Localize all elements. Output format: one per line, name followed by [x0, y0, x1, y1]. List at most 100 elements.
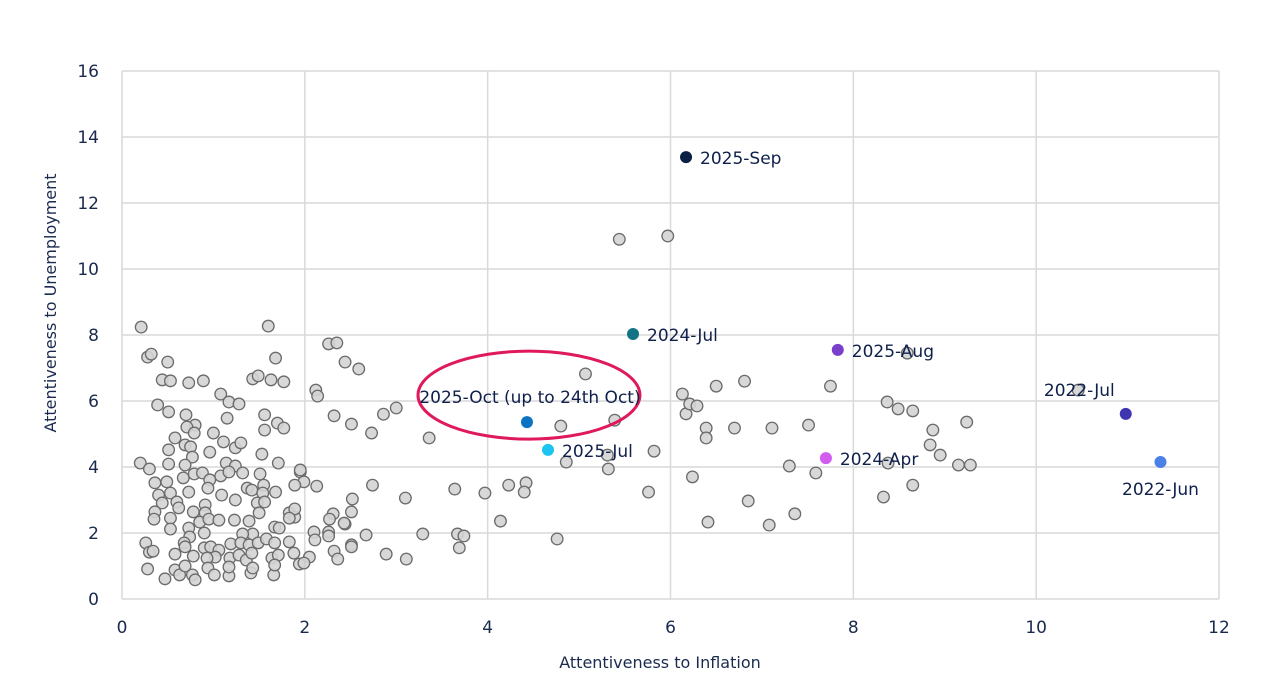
- data-point: [255, 447, 269, 461]
- data-point: [478, 486, 492, 500]
- data-point: [142, 462, 156, 476]
- data-point: [160, 475, 174, 489]
- data-point: [877, 490, 890, 504]
- data-point: [891, 402, 905, 416]
- data-point: [422, 431, 436, 445]
- data-point: [448, 482, 462, 496]
- point-label: 2024-Jul: [647, 326, 718, 346]
- grey-points: [133, 229, 1085, 587]
- point-label: 2025-Oct (up to 24th Oct): [419, 388, 640, 408]
- data-point: [215, 488, 229, 502]
- highlight-point: [1119, 407, 1132, 420]
- data-point: [345, 540, 358, 554]
- data-point: [155, 496, 169, 510]
- data-point: [251, 369, 265, 383]
- y-tick-label: 16: [77, 62, 99, 82]
- y-tick-label: 12: [77, 194, 99, 214]
- data-point: [277, 375, 291, 389]
- data-point: [161, 355, 175, 369]
- data-point: [236, 466, 250, 480]
- highlight-point: [627, 328, 640, 341]
- data-point: [258, 408, 272, 422]
- data-point: [232, 397, 246, 411]
- data-point: [261, 319, 275, 333]
- data-point: [600, 448, 614, 462]
- data-point: [389, 401, 403, 415]
- data-point: [926, 423, 940, 437]
- data-point: [151, 398, 165, 412]
- data-point: [158, 572, 172, 586]
- data-point: [345, 492, 359, 506]
- data-point: [923, 438, 937, 452]
- data-point: [741, 494, 755, 508]
- data-point: [214, 387, 228, 401]
- data-point: [963, 458, 977, 472]
- y-tick-label: 6: [88, 392, 99, 412]
- data-point: [880, 395, 894, 409]
- data-point: [245, 483, 259, 497]
- data-point: [881, 456, 895, 470]
- data-point: [164, 522, 177, 536]
- point-label: 2025-Jul: [562, 442, 633, 462]
- data-point: [952, 458, 965, 472]
- data-point: [809, 466, 823, 480]
- x-tick-label: 8: [848, 618, 859, 638]
- data-point: [960, 415, 974, 429]
- data-point: [178, 559, 192, 573]
- data-point: [272, 521, 286, 535]
- data-point: [207, 568, 221, 582]
- data-point: [322, 529, 336, 543]
- grid: [121, 70, 1220, 600]
- data-point: [601, 462, 615, 476]
- data-point: [217, 435, 230, 449]
- y-tick-label: 4: [88, 458, 99, 478]
- data-point: [185, 450, 199, 464]
- data-point: [222, 560, 236, 574]
- data-point: [554, 419, 568, 433]
- data-point: [330, 336, 344, 350]
- data-point: [365, 426, 379, 440]
- data-point: [197, 526, 211, 540]
- data-point: [762, 518, 776, 532]
- y-tick-label: 0: [88, 590, 99, 610]
- highlight-point: [542, 443, 555, 456]
- data-point: [416, 527, 430, 541]
- data-point: [765, 421, 779, 435]
- data-point: [234, 436, 248, 450]
- highlight-point: [819, 452, 832, 465]
- data-point: [738, 374, 751, 388]
- data-point: [288, 502, 302, 516]
- data-point: [802, 418, 815, 432]
- y-tick-label: 14: [77, 128, 99, 148]
- data-point: [906, 404, 920, 418]
- point-label: 2025-Sep: [700, 149, 781, 169]
- data-point: [308, 533, 322, 547]
- data-point: [188, 573, 202, 587]
- data-point: [186, 549, 200, 563]
- data-point: [168, 547, 182, 561]
- data-point: [220, 411, 234, 425]
- data-point: [457, 529, 471, 543]
- data-point: [134, 320, 148, 334]
- y-tick-label: 8: [88, 326, 99, 346]
- data-point: [297, 556, 311, 570]
- x-tick-label: 4: [482, 618, 493, 638]
- data-point: [172, 501, 186, 515]
- data-point: [517, 485, 531, 499]
- point-label: 2025-Aug: [852, 342, 934, 362]
- highlight-point: [1154, 456, 1167, 469]
- data-point: [685, 470, 699, 484]
- data-point: [164, 374, 177, 388]
- data-point: [452, 541, 466, 555]
- data-point: [366, 478, 379, 492]
- data-point: [377, 407, 390, 421]
- data-point: [701, 515, 715, 529]
- data-point: [187, 426, 201, 440]
- data-point: [179, 408, 193, 422]
- data-point: [579, 367, 592, 381]
- highlight-point: [520, 416, 533, 429]
- data-point: [359, 528, 373, 542]
- data-point: [164, 511, 177, 525]
- data-point: [502, 478, 516, 492]
- data-point: [269, 351, 283, 365]
